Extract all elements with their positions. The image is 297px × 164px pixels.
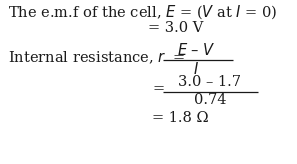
Text: 3.0 – 1.7: 3.0 – 1.7 bbox=[178, 75, 241, 89]
Text: = 1.8 Ω: = 1.8 Ω bbox=[152, 111, 208, 125]
Text: 0.74: 0.74 bbox=[194, 93, 226, 107]
Text: $E$ – $V$: $E$ – $V$ bbox=[177, 42, 215, 58]
Text: Internal resistance, $r$  =: Internal resistance, $r$ = bbox=[8, 50, 186, 66]
Text: =: = bbox=[152, 82, 164, 96]
Text: = 3.0 V: = 3.0 V bbox=[148, 21, 203, 35]
Text: The e.m.f of the cell, $E$ = ($V$ at $I$ = 0): The e.m.f of the cell, $E$ = ($V$ at $I$… bbox=[8, 3, 277, 21]
Text: $I$: $I$ bbox=[193, 61, 199, 77]
